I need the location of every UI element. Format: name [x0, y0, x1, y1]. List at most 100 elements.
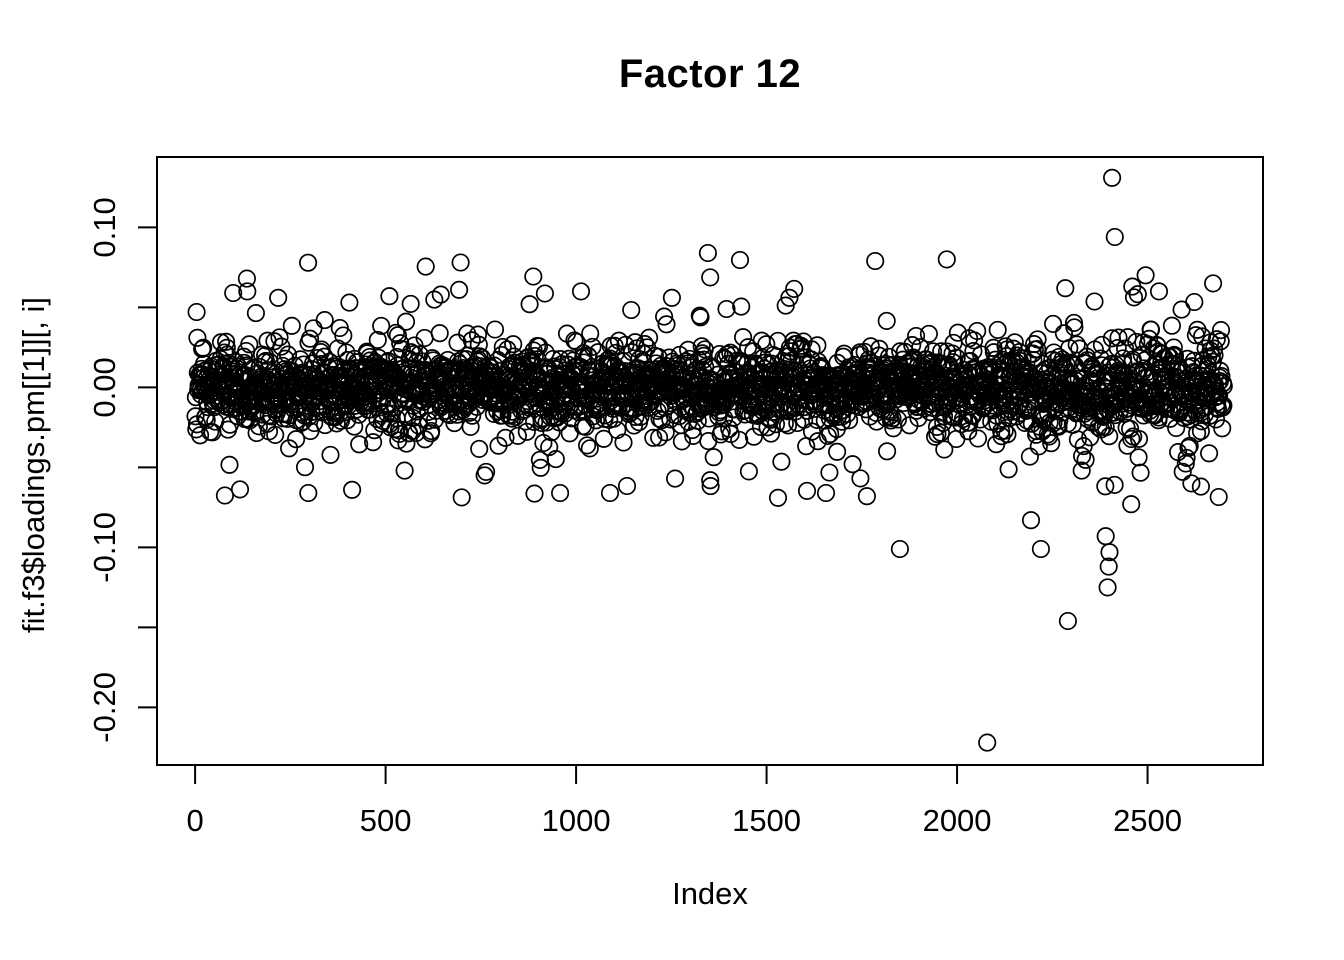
data-point [1211, 332, 1230, 351]
data-point [1212, 367, 1231, 386]
data-point [368, 330, 387, 349]
data-point [1100, 427, 1119, 446]
data-point [1099, 557, 1118, 576]
data-point [999, 460, 1018, 479]
data-point [578, 436, 597, 455]
data-point [506, 407, 525, 426]
data-point [907, 326, 926, 346]
data-point [1129, 429, 1149, 448]
data-point [926, 427, 945, 446]
data-point [380, 287, 399, 306]
data-point [843, 455, 862, 474]
data-point [520, 295, 539, 314]
data-point [828, 442, 847, 461]
data-point [947, 429, 966, 449]
data-point [496, 428, 515, 447]
data-point [372, 316, 391, 335]
data-point [206, 412, 225, 431]
data-point [1076, 450, 1095, 469]
data-point [468, 325, 488, 344]
data-point [270, 328, 289, 347]
data-point [470, 439, 489, 458]
data-point [187, 302, 206, 322]
data-point [909, 408, 928, 428]
data-point [1108, 338, 1127, 358]
data-point [948, 323, 967, 342]
data-point [1191, 422, 1210, 441]
data-point [1131, 463, 1150, 482]
data-point [401, 294, 420, 313]
data-point [269, 288, 288, 307]
data-point [732, 297, 751, 316]
data-point [266, 425, 285, 444]
x-axis-title: Index [672, 876, 748, 911]
data-point [1044, 314, 1063, 333]
x-tick-label: 500 [360, 803, 412, 838]
data-point [530, 337, 549, 356]
data-point [451, 253, 470, 272]
data-point [191, 426, 210, 445]
data-point [237, 269, 256, 288]
data-point [691, 308, 710, 327]
data-point [364, 433, 383, 452]
data-points [186, 168, 1233, 752]
data-point [1149, 282, 1169, 301]
y-tick-label: 0.00 [87, 357, 122, 417]
data-point [1141, 320, 1161, 339]
y-tick-label: -0.10 [87, 512, 122, 583]
data-point [407, 402, 426, 421]
data-point [701, 471, 720, 490]
data-point [504, 335, 523, 354]
data-point [820, 463, 839, 482]
data-point [712, 422, 731, 441]
data-point [924, 342, 943, 361]
data-point [1122, 495, 1141, 514]
data-point [340, 293, 359, 312]
data-point [246, 304, 265, 323]
data-point [744, 427, 763, 446]
x-tick-label: 2500 [1113, 803, 1182, 838]
data-point [766, 415, 786, 434]
data-point [188, 328, 207, 347]
data-point [878, 442, 897, 461]
data-point [1210, 386, 1229, 405]
data-point [640, 328, 659, 347]
x-tick-label: 1500 [732, 803, 801, 838]
data-point [1207, 330, 1226, 349]
data-point [943, 344, 962, 363]
data-point [998, 425, 1017, 444]
data-point [1127, 332, 1146, 351]
data-point [1185, 292, 1204, 312]
data-point [350, 435, 369, 454]
data-point [730, 250, 750, 270]
data-point [1028, 330, 1047, 349]
data-point [1214, 376, 1233, 396]
data-point [321, 445, 340, 464]
data-point [890, 539, 909, 559]
data-point [535, 284, 554, 303]
data-point [224, 283, 243, 303]
data-point [1096, 477, 1115, 496]
data-point [1172, 300, 1191, 319]
data-point [1136, 266, 1155, 285]
data-point [550, 413, 569, 432]
data-point [1061, 353, 1080, 372]
data-point [525, 346, 544, 366]
data-point [1213, 419, 1232, 438]
data-point [968, 429, 988, 448]
data-point [581, 324, 600, 343]
y-tick-label: 0.10 [87, 197, 122, 257]
data-point [217, 338, 236, 357]
data-point [877, 311, 896, 330]
data-point [343, 480, 362, 499]
data-point [614, 433, 633, 452]
data-point [295, 458, 315, 477]
data-point [524, 267, 543, 286]
data-point [386, 323, 405, 342]
data-point [217, 332, 236, 351]
data-point [1164, 338, 1183, 357]
data-point [1053, 403, 1072, 422]
data-point [857, 487, 876, 506]
data-point [893, 350, 912, 369]
data-point [1105, 227, 1124, 247]
